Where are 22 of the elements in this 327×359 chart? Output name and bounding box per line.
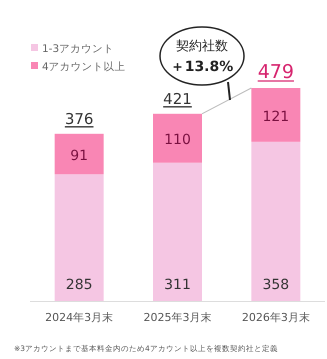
bar: [54, 134, 104, 174]
x-tick-label: 2026年3月末: [242, 311, 310, 324]
data-label: 121: [262, 108, 290, 125]
data-label: 285: [66, 277, 93, 293]
total-label: 479: [258, 61, 294, 83]
text: ＋13.8%: [170, 59, 234, 75]
data-label: 311: [164, 277, 191, 293]
data-label: 110: [164, 132, 191, 148]
bar: [153, 162, 202, 301]
bar: [153, 114, 202, 163]
text: 契約社数: [176, 39, 228, 54]
bar: [251, 142, 300, 301]
data-label: 358: [262, 277, 290, 293]
legend-label: 1-3アカウント: [42, 43, 114, 55]
data-label: 91: [70, 148, 88, 164]
legend-label: 4アカウント以上: [42, 60, 126, 73]
bar: [251, 88, 300, 142]
x-tick-label: 2024年3月末: [45, 311, 114, 324]
total-label: 421: [163, 90, 192, 108]
total-label: 376: [64, 110, 94, 128]
x-tick-label: 2025年3月末: [144, 311, 212, 324]
bar: [54, 174, 104, 301]
